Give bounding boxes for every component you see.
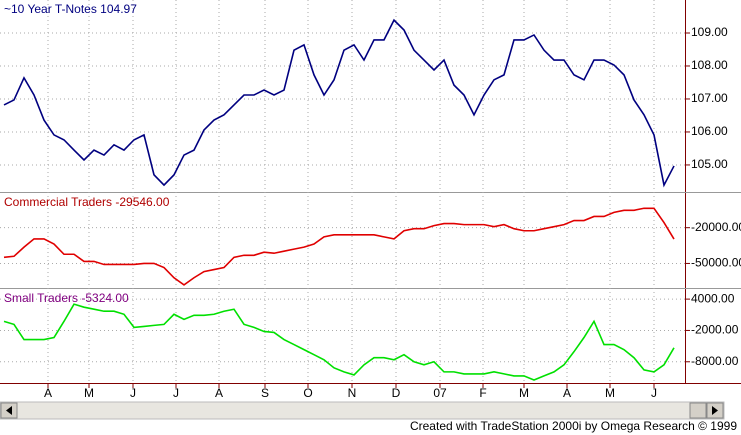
y-tick-label: -50000.00 (691, 256, 741, 270)
x-tick-label: A (44, 386, 52, 400)
y-tick-label: 108.00 (691, 58, 728, 72)
footer: Created with TradeStation 2000i by Omega… (410, 419, 737, 433)
y-tick-label: 4000.00 (691, 291, 735, 305)
y-tick-label: -20000.00 (691, 220, 741, 234)
x-tick-label: 07 (433, 386, 447, 400)
panel-title: Small Traders -5324.00 (4, 291, 129, 305)
data-line (3, 207, 675, 286)
y-tick-label: 107.00 (691, 91, 728, 105)
x-tick-label: J (651, 386, 657, 400)
x-tick-label: A (563, 386, 571, 400)
x-tick-label: J (173, 386, 179, 400)
x-tick-label: A (215, 386, 223, 400)
scrollbar[interactable] (0, 401, 725, 420)
x-tick-label: D (392, 386, 401, 400)
panel-title: ~10 Year T-Notes 104.97 (4, 2, 137, 16)
y-tick-label: -8000.00 (691, 354, 739, 368)
y-tick-label: -2000.00 (691, 323, 739, 337)
scroll-track[interactable] (0, 401, 725, 420)
x-tick-label: O (303, 386, 312, 400)
x-tick-label: M (605, 386, 615, 400)
y-tick-label: 109.00 (691, 25, 728, 39)
scroll-thumb[interactable] (689, 402, 707, 419)
x-tick-label: S (261, 386, 269, 400)
y-tick-label: 105.00 (691, 157, 728, 171)
arrow-left (6, 406, 12, 415)
arrow-right (712, 406, 718, 415)
panel-title: Commercial Traders -29546.00 (4, 195, 170, 209)
x-tick-label: F (479, 386, 486, 400)
x-tick-label: M (519, 386, 529, 400)
x-tick-label: M (84, 386, 94, 400)
y-tick-label: 106.00 (691, 124, 728, 138)
data-line (3, 303, 675, 381)
x-tick-label: J (130, 386, 136, 400)
data-line (3, 18, 675, 188)
x-tick-label: N (348, 386, 357, 400)
